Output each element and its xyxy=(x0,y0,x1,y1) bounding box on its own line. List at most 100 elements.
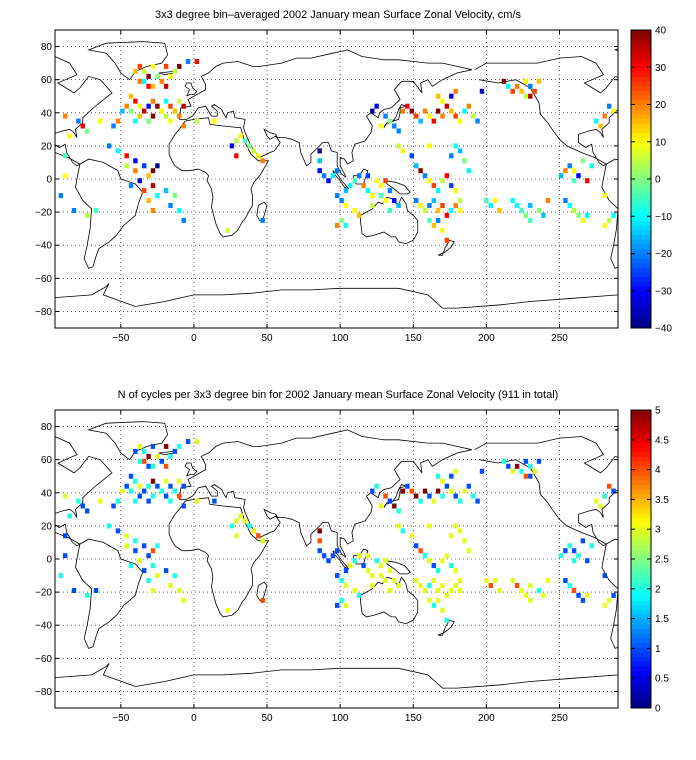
colorbar-segment xyxy=(631,132,651,138)
data-cell xyxy=(357,553,362,559)
data-cell xyxy=(194,498,200,504)
velocity-title: 3x3 degree bin–averaged 2002 January mea… xyxy=(155,9,522,21)
data-cell xyxy=(607,103,612,109)
data-cell xyxy=(510,198,515,203)
data-cell xyxy=(133,538,138,544)
coastline xyxy=(184,82,198,97)
data-cell xyxy=(146,103,151,109)
data-cell xyxy=(510,88,515,94)
y-tick-label: −60 xyxy=(35,274,52,285)
colorbar-segment xyxy=(631,151,651,157)
colorbar-segment xyxy=(631,90,651,96)
data-cell xyxy=(523,78,529,84)
data-cell xyxy=(409,108,414,114)
data-cell xyxy=(510,578,515,583)
data-cell xyxy=(427,203,432,208)
x-tick-label: 0 xyxy=(191,713,197,724)
colorbar-segment xyxy=(631,85,651,91)
data-cell xyxy=(457,198,463,203)
data-cell xyxy=(545,578,550,583)
data-cell xyxy=(414,198,419,203)
data-cell xyxy=(234,153,239,159)
colorbar-segment xyxy=(631,71,651,77)
data-cell xyxy=(172,68,178,74)
colorbar-segment xyxy=(631,619,651,625)
x-tick-label: 100 xyxy=(332,333,349,344)
data-cell xyxy=(133,548,138,554)
colorbar-segment xyxy=(631,675,651,681)
data-cell xyxy=(611,212,616,218)
data-cell xyxy=(247,523,252,529)
colorbar-segment xyxy=(631,600,651,606)
data-cell xyxy=(532,468,537,474)
colorbar-segment xyxy=(631,244,651,250)
data-cell xyxy=(335,193,340,199)
data-cell xyxy=(374,103,379,109)
data-cell xyxy=(501,78,507,84)
data-cell xyxy=(528,93,533,99)
data-cell xyxy=(339,597,344,603)
data-cell xyxy=(409,488,414,494)
data-cell xyxy=(137,483,142,489)
data-cell xyxy=(457,498,463,504)
data-cell xyxy=(431,198,436,203)
data-cell xyxy=(85,508,90,514)
data-cell xyxy=(378,183,384,189)
data-cell xyxy=(146,173,151,179)
colorbar-segment xyxy=(631,206,651,212)
colorbar-segment xyxy=(631,258,651,264)
colorbar-segment xyxy=(631,666,651,672)
data-cell xyxy=(519,208,524,213)
data-cell xyxy=(396,143,401,149)
colorbar-segment xyxy=(631,638,651,644)
data-cell xyxy=(352,558,357,564)
colorbar-segment xyxy=(631,694,651,700)
colorbar-segment xyxy=(631,470,651,476)
data-cell xyxy=(185,439,191,444)
x-tick-label: 250 xyxy=(551,333,568,344)
colorbar-tick-label: −40 xyxy=(655,324,672,335)
data-cell xyxy=(580,597,586,603)
colorbar-tick-label: 0 xyxy=(655,175,661,186)
data-cell xyxy=(115,118,121,124)
data-cell xyxy=(514,583,520,588)
data-cell xyxy=(427,558,432,564)
cycles-colorbar: 0 0.5 1 1.5 2 2.5 3 3.5 4 4.5 5 xyxy=(630,406,669,715)
data-cell xyxy=(611,108,616,114)
data-cell xyxy=(567,583,572,588)
colorbar-segment xyxy=(631,591,651,597)
data-cell xyxy=(71,588,77,593)
x-tick-label: 100 xyxy=(332,713,349,724)
data-cell xyxy=(142,188,147,194)
data-cell xyxy=(133,448,138,454)
data-cell xyxy=(159,488,164,494)
data-cell xyxy=(435,488,441,494)
data-cell xyxy=(383,198,388,203)
colorbar-segment xyxy=(631,230,651,236)
data-cell xyxy=(163,113,169,119)
data-cell xyxy=(387,208,393,213)
colorbar-segment xyxy=(631,428,651,434)
data-cell xyxy=(115,498,121,504)
colorbar-segment xyxy=(631,447,651,453)
data-cell xyxy=(142,448,147,454)
data-cell xyxy=(396,203,401,208)
data-cell xyxy=(146,83,151,89)
data-cell xyxy=(440,493,445,499)
data-cell xyxy=(611,488,616,494)
data-cell xyxy=(427,143,432,149)
colorbar-segment xyxy=(631,703,651,709)
data-cell xyxy=(229,143,235,149)
coastline xyxy=(474,436,618,547)
data-cell xyxy=(142,78,147,84)
data-cell xyxy=(506,463,511,469)
data-cell xyxy=(541,592,546,598)
colorbar-segment xyxy=(631,109,651,115)
data-cell xyxy=(150,183,156,189)
colorbar-tick-label: 1 xyxy=(655,644,661,655)
data-cell xyxy=(85,128,90,134)
data-cell xyxy=(238,133,243,139)
data-cell xyxy=(501,458,507,464)
data-cell xyxy=(181,483,186,489)
